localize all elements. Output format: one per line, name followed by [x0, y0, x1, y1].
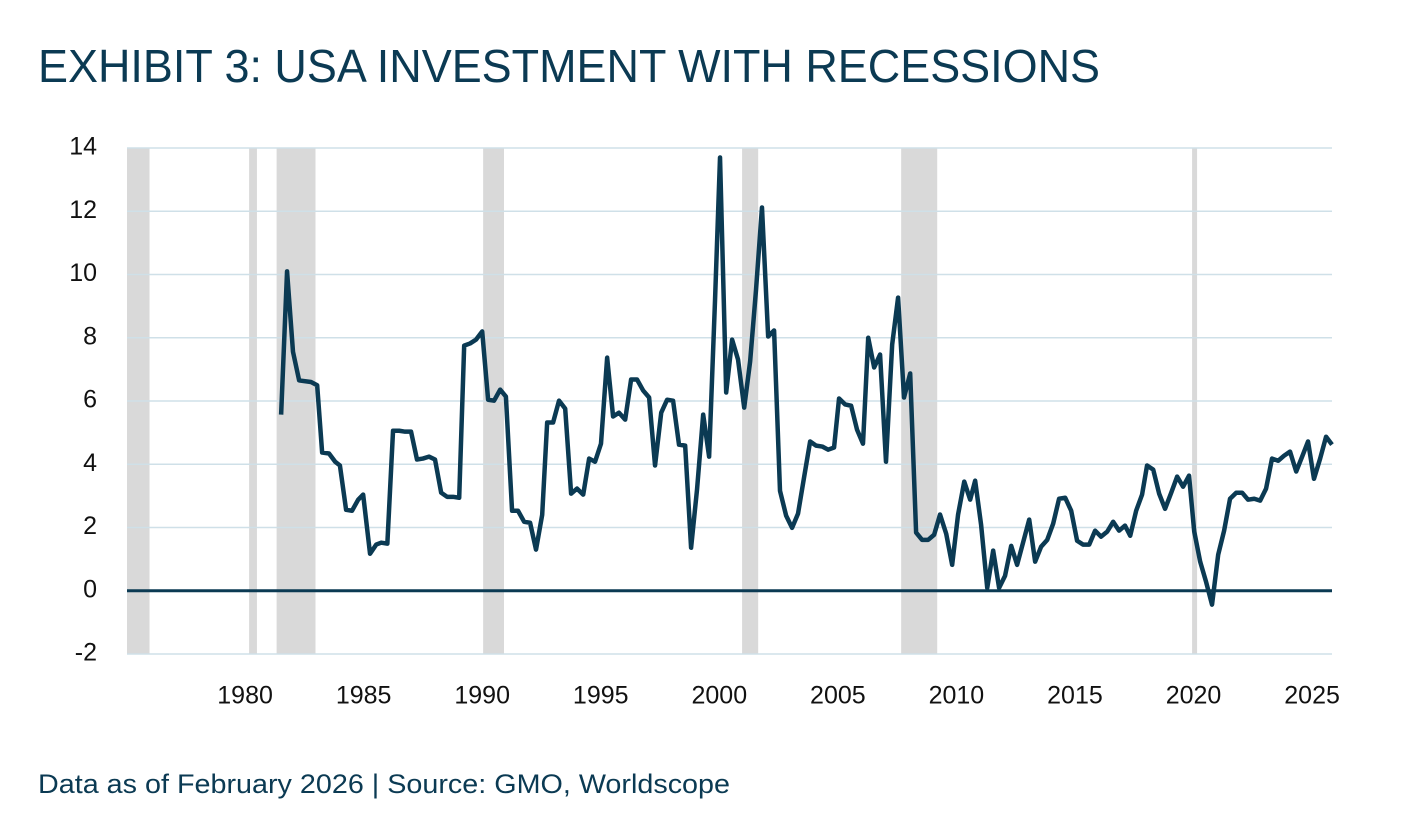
x-tick-label: 2020 [1166, 682, 1222, 710]
y-tick-label: 10 [69, 259, 97, 287]
data-line [278, 155, 1334, 607]
y-tick-label: 6 [83, 386, 97, 414]
x-tick-label: 2015 [1047, 682, 1103, 710]
x-tick-label: 2010 [929, 682, 985, 710]
y-tick-label: 12 [69, 196, 97, 224]
y-tick-label: 2 [83, 512, 97, 540]
y-tick-label: 8 [83, 322, 97, 350]
x-tick-label: 1980 [217, 682, 273, 710]
x-tick-label: 1995 [573, 682, 629, 710]
y-tick-label: 4 [83, 449, 97, 477]
chart-title: EXHIBIT 3: USA INVESTMENT WITH RECESSION… [38, 40, 1100, 92]
x-tick-label: 2025 [1284, 682, 1340, 710]
x-tick-label: 1985 [336, 682, 392, 710]
x-tick-label: 1990 [454, 682, 510, 710]
x-tick-label: 2000 [691, 682, 747, 710]
y-tick-label: 0 [83, 575, 97, 603]
footnote: Data as of February 2026 | Source: GMO, … [38, 769, 730, 799]
y-tick-label: 14 [69, 133, 97, 161]
y-tick-label: -2 [75, 639, 97, 667]
x-tick-label: 2005 [810, 682, 866, 710]
